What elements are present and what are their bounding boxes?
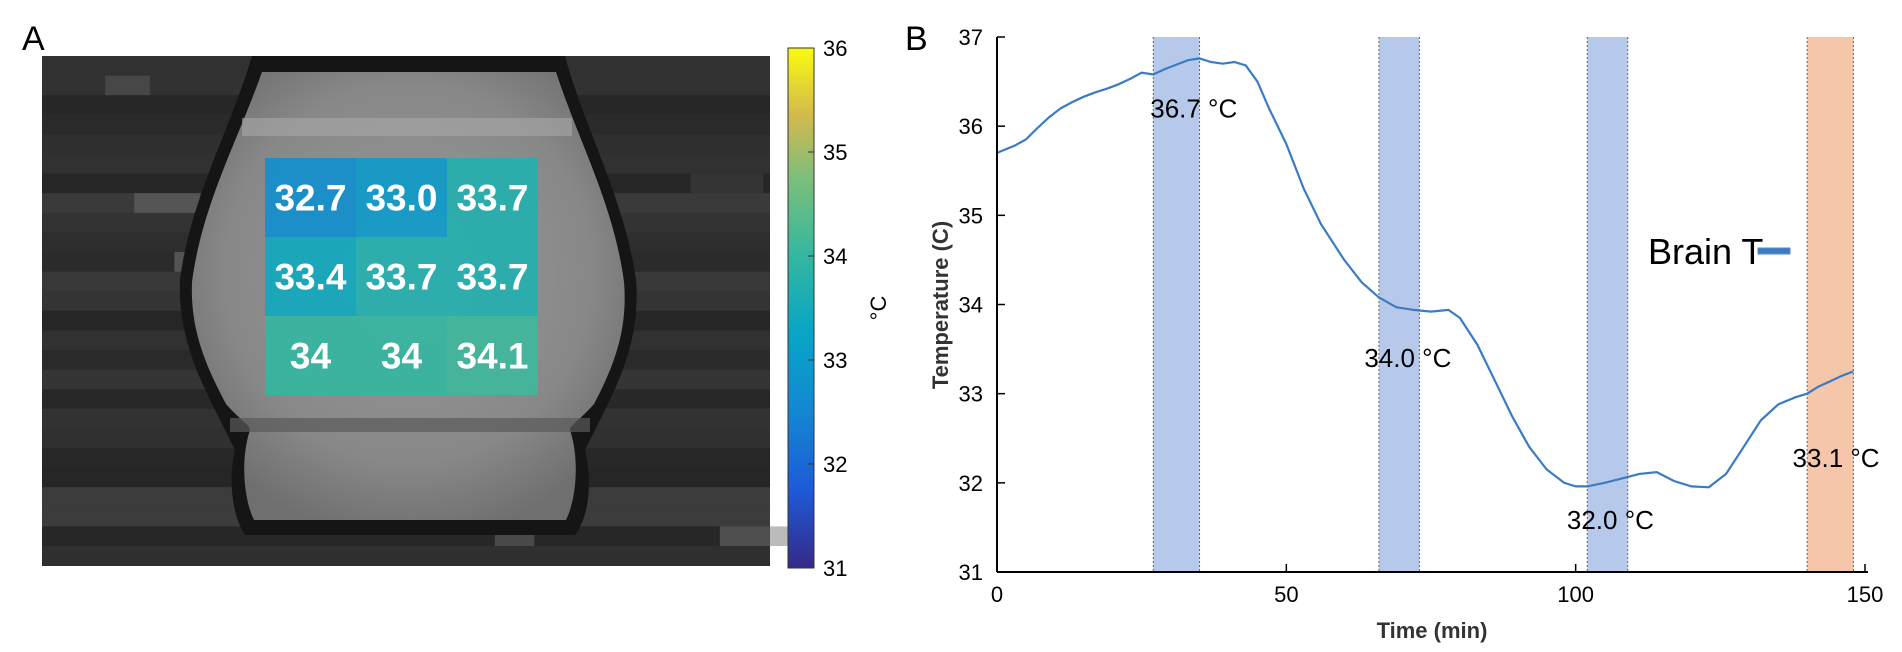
heatmap-cell (356, 237, 447, 316)
heatmap-cell (265, 158, 356, 237)
x-tick-label: 150 (1847, 582, 1884, 607)
annotations: 36.7 °C 34.0 °C 32.0 °C 33.1 °C (1150, 93, 1879, 535)
heatmap-cells: 32.7 33.0 33.7 33.4 33.7 33.7 34 34 34.1 (265, 158, 538, 395)
shaded-regions (1152, 37, 1854, 572)
heatmap-cell-label: 34.1 (456, 336, 528, 377)
colorbar-tick-label: 34 (823, 244, 847, 269)
y-tick-label: 31 (959, 560, 983, 585)
mri-speckle (105, 75, 150, 96)
heatmap-cell (265, 237, 356, 316)
y-tick-label: 32 (959, 471, 983, 496)
colorbar-tick-label: 31 (823, 556, 847, 581)
colorbar-tick-label: 36 (823, 36, 847, 61)
legend-swatch (1757, 247, 1791, 255)
y-tick-label: 35 (959, 203, 983, 228)
colorbar: 31 32 33 34 35 36 °C (787, 36, 891, 581)
heatmap-cell (356, 316, 447, 395)
heatmap-cell (265, 316, 356, 395)
temperature-annotation: 32.0 °C (1567, 505, 1654, 535)
x-tick-label: 0 (991, 582, 1003, 607)
y-tick-label: 34 (959, 293, 983, 318)
heatmap-cell (356, 158, 447, 237)
heatmap-cell-label: 33.7 (456, 178, 528, 219)
mri-row-band (42, 526, 770, 546)
shaded-region (1587, 37, 1628, 572)
heatmap-cell-label: 33.7 (456, 257, 528, 298)
legend: Brain T (1648, 231, 1791, 272)
temperature-annotation: 36.7 °C (1150, 93, 1237, 123)
temperature-annotation: 33.1 °C (1793, 443, 1880, 473)
y-tick-label: 36 (959, 114, 983, 139)
heatmap-cell-label: 34 (290, 336, 332, 377)
heatmap-cell-label: 33.0 (365, 178, 437, 219)
colorbar-tick-label: 32 (823, 452, 847, 477)
y-axis-title: Temperature (C) (928, 221, 953, 389)
y-ticks: 31 32 33 34 35 36 37 (959, 25, 1005, 585)
panel-a-heatmap: 32.7 33.0 33.7 33.4 33.7 33.7 34 34 34.1 (42, 56, 792, 566)
mri-speckle (134, 193, 201, 213)
heatmap-cell (447, 237, 538, 316)
panel-b-line-chart: 0 50 100 150 31 32 33 34 35 36 37 Time (min) Temp… (928, 25, 1883, 643)
mri-speckle (719, 526, 792, 546)
heatmap-cell-label: 33.7 (365, 257, 437, 298)
heatmap-cell-label: 33.4 (274, 257, 346, 298)
panel-b-label: B (905, 20, 928, 58)
shaded-region (1153, 37, 1200, 572)
colorbar-tick-label: 33 (823, 348, 847, 373)
mri-band (230, 418, 590, 432)
colorbar-label: °C (866, 296, 891, 321)
x-tick-label: 50 (1274, 582, 1298, 607)
heatmap-cell (447, 158, 538, 237)
mri-row-band (42, 546, 770, 566)
legend-label: Brain T (1648, 231, 1763, 272)
x-axis-title: Time (min) (1377, 618, 1488, 643)
shaded-region (1378, 37, 1420, 572)
mri-band (242, 118, 572, 136)
brain-temperature-line (996, 57, 1854, 489)
colorbar-gradient (787, 47, 815, 569)
y-tick-label: 33 (959, 382, 983, 407)
shaded-region (1807, 37, 1854, 572)
heatmap-cell (447, 316, 538, 395)
heatmap-cell-label: 34 (381, 336, 423, 377)
axes (996, 37, 1868, 573)
heatmap-cell-label: 32.7 (274, 178, 346, 219)
panel-a-label: A (22, 20, 45, 58)
colorbar-ticks: 31 32 33 34 35 36 (808, 36, 847, 581)
y-tick-label: 37 (959, 25, 983, 50)
x-ticks: 0 50 100 150 (991, 564, 1883, 607)
mri-speckle (690, 173, 764, 194)
temperature-annotation: 34.0 °C (1364, 343, 1451, 373)
x-tick-label: 100 (1557, 582, 1594, 607)
colorbar-tick-label: 35 (823, 140, 847, 165)
